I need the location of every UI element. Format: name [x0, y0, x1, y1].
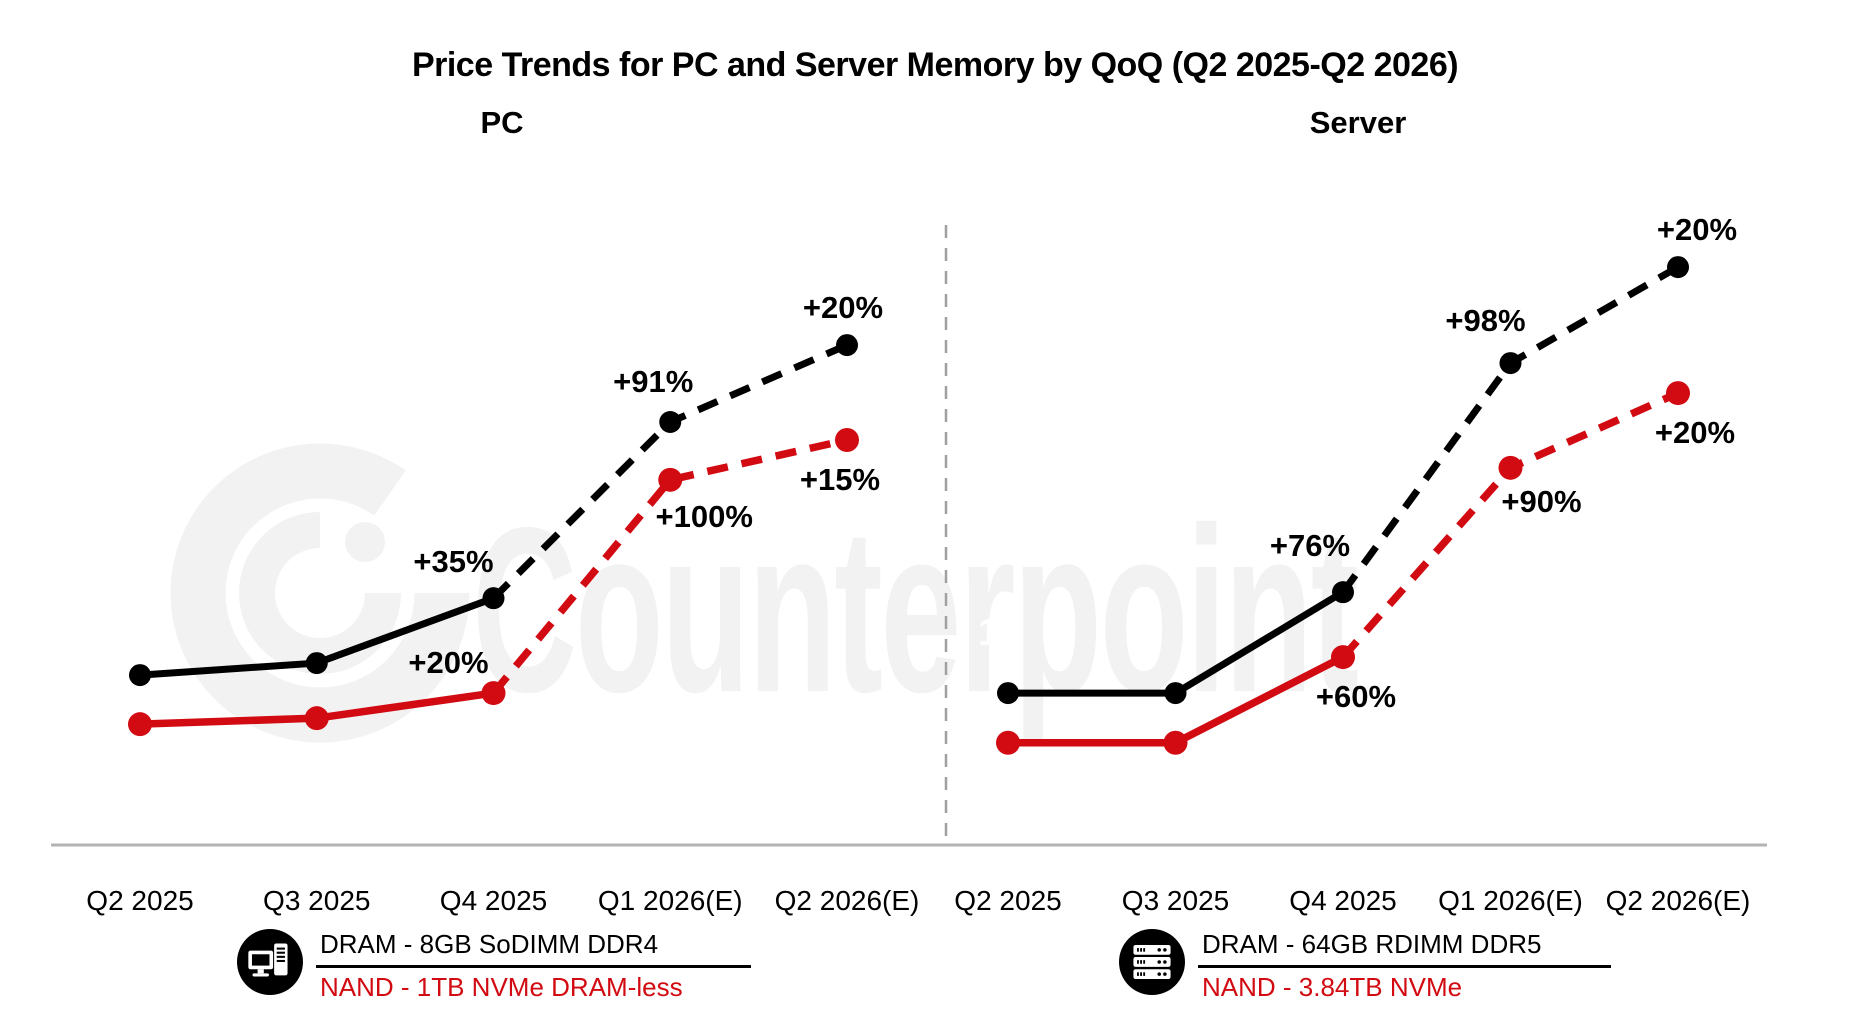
pc-legend: DRAM - 8GB SoDIMM DDR4 NAND - 1TB NVMe D… [237, 929, 751, 1003]
pc-dram-data-point [836, 334, 858, 357]
server-dram-line-estimated [1340, 264, 1680, 595]
server-legend: DRAM - 64GB RDIMM DDR5 NAND - 3.84TB NVM… [1119, 929, 1611, 1003]
server-dram-data-point [997, 682, 1019, 705]
desktop-pc-icon [237, 929, 303, 995]
pc-dram-legend-label: DRAM - 8GB SoDIMM DDR4 [316, 929, 751, 968]
pc-dram-data-point [482, 587, 505, 610]
pc-nand-data-point [304, 706, 329, 731]
server-legend-text: DRAM - 64GB RDIMM DDR5 NAND - 3.84TB NVM… [1198, 929, 1611, 1003]
pc-legend-text: DRAM - 8GB SoDIMM DDR4 NAND - 1TB NVMe D… [316, 929, 751, 1003]
server-nand-legend-label: NAND - 3.84TB NVMe [1202, 972, 1463, 1002]
pc-dram-data-point [129, 664, 151, 687]
chart-title: Price Trends for PC and Server Memory by… [411, 46, 1459, 84]
pc-nand-data-point [128, 712, 152, 737]
panel-title-pc: PC [480, 105, 524, 140]
server-nand-data-point [996, 730, 1020, 755]
server-dram-data-point [1499, 352, 1522, 375]
server-nand-data-point [1666, 381, 1690, 406]
watermark-superscript: 10 [978, 612, 1021, 654]
server-nand-data-point [1163, 730, 1188, 755]
server-dram-data-point [1164, 682, 1187, 705]
server-nand-data-point [1331, 645, 1355, 670]
server-dram-legend-label: DRAM - 64GB RDIMM DDR5 [1198, 929, 1611, 968]
pc-dram-data-point [659, 411, 682, 433]
pc-nand-data-point [835, 428, 859, 452]
pc-dram-data-point [305, 652, 328, 675]
pc-nand-data-point [658, 467, 683, 492]
panel-title-server: Server [1309, 105, 1407, 140]
pc-nand-line-estimated [490, 436, 848, 696]
pc-nand-legend-label: NAND - 1TB NVMe DRAM-less [320, 972, 683, 1002]
server-rack-icon [1119, 929, 1185, 995]
server-nand-data-point [1498, 455, 1523, 480]
pc-nand-data-point [481, 681, 506, 706]
server-dram-line-actual [1008, 589, 1345, 697]
server-dram-data-point [1332, 581, 1354, 604]
server-dram-data-point [1667, 256, 1689, 279]
watermark-brand-text: Counterpoint [472, 478, 1359, 741]
